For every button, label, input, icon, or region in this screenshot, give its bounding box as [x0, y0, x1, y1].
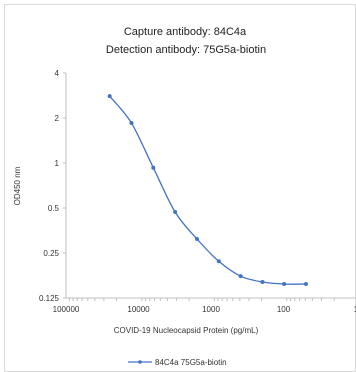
x-tick-label: 10000 — [127, 305, 150, 314]
legend-label: 84C4a 75G5a-biotin — [155, 358, 227, 367]
y-axis-title: OD450 nm — [13, 166, 22, 205]
data-point — [151, 165, 156, 170]
y-tick-label: 0.5 — [48, 204, 60, 213]
data-point — [260, 279, 265, 284]
chart-title-line-2: Detection antibody: 75G5a-biotin — [106, 44, 266, 56]
data-point — [129, 121, 134, 126]
data-point — [303, 282, 308, 287]
data-point — [194, 237, 199, 242]
x-axis-ticks: 100000 10000 1000 100 1 — [53, 298, 356, 314]
axes — [65, 73, 356, 299]
x-tick-label: 1000 — [202, 305, 220, 314]
legend-marker — [138, 360, 142, 364]
data-point — [216, 259, 221, 264]
chart-title-line-1: Capture antibody: 84C4a — [124, 26, 247, 38]
y-tick-label: 0.125 — [39, 294, 60, 303]
x-tick-label: 100 — [277, 305, 291, 314]
chart-border — [4, 4, 356, 372]
series-group — [107, 94, 308, 287]
data-point — [173, 210, 178, 215]
y-axis-ticks: 4 2 1 0.5 0.25 0.125 — [39, 69, 66, 303]
y-tick-label: 4 — [55, 69, 60, 78]
data-point — [238, 274, 243, 279]
y-tick-label: 2 — [55, 114, 60, 123]
x-axis-title: COVID-19 Nucleocapsid Protein (pg/mL) — [114, 326, 259, 335]
legend: 84C4a 75G5a-biotin — [128, 358, 227, 367]
chart-title: Capture antibody: 84C4a Detection antibo… — [106, 26, 266, 56]
y-tick-label: 1 — [55, 159, 60, 168]
data-point — [107, 94, 112, 99]
data-point — [282, 282, 287, 287]
y-tick-label: 0.25 — [43, 249, 59, 258]
series-line — [109, 95, 307, 285]
x-tick-label: 1 — [354, 305, 356, 314]
x-tick-label: 100000 — [53, 305, 80, 314]
